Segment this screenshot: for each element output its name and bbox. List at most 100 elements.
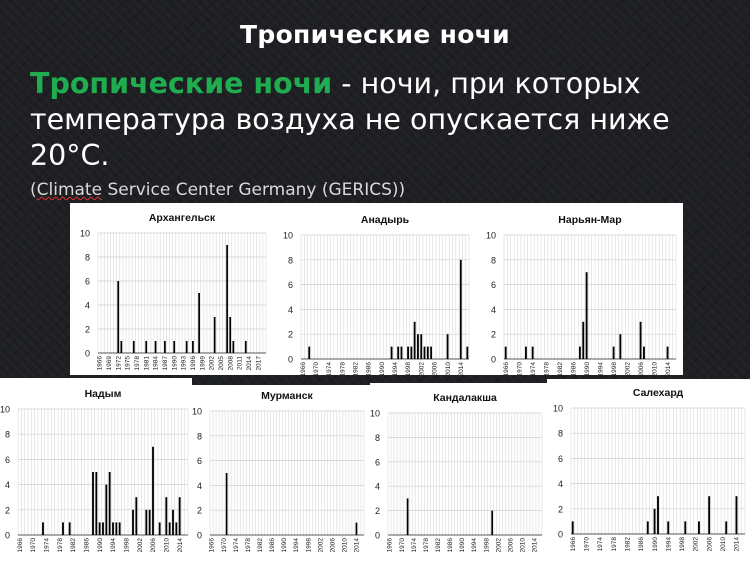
bar-1990	[98, 522, 101, 535]
x-tick-label: 2010	[651, 362, 658, 375]
x-tick-label: 1978	[423, 538, 430, 553]
slide-title: Тропические ночи	[240, 20, 510, 49]
x-tick-label: 1970	[30, 538, 37, 553]
y-tick-label: 6	[491, 280, 496, 290]
x-tick-label: 2006	[507, 538, 514, 553]
y-tick-label: 8	[197, 431, 202, 441]
definition-text: Тропические ночи - ночи, при которых тем…	[30, 66, 730, 174]
x-tick-label: 1986	[638, 537, 645, 552]
x-tick-label: 1998	[124, 538, 131, 553]
y-tick-label: 2	[491, 330, 496, 340]
x-tick-label: 1982	[435, 538, 442, 553]
bar-2014	[735, 496, 738, 534]
bar-1988	[646, 521, 649, 534]
x-tick-label: 1975	[125, 356, 132, 371]
x-tick-label: 1986	[269, 538, 276, 553]
y-tick-label: 0	[5, 531, 10, 541]
bar-1991	[102, 522, 104, 535]
y-tick-label: 10	[370, 409, 380, 419]
x-tick-label: 1966	[209, 538, 216, 553]
chart-svg: Анадырь 0 2 4 6 8 10 1966 1970 1974 1978 1982 1986 19…	[283, 214, 470, 375]
source-rest: Service Center Germany (GERICS))	[102, 180, 406, 200]
bar-2000	[491, 510, 494, 535]
x-tick-label: 1974	[44, 538, 51, 553]
y-tick-label: 8	[558, 429, 563, 439]
source-open-paren: (	[30, 180, 37, 200]
bar-1993	[390, 346, 393, 359]
chart-naryan-mar: Нарьян-Мар 0 2 4 6 8 10 1966 1970 1974 1978 1982 198…	[476, 203, 683, 375]
bar-1974	[531, 346, 534, 359]
bar-2003	[423, 346, 426, 359]
x-tick-label: 2002	[624, 362, 631, 375]
chart-title: Надым	[85, 388, 122, 400]
bar-1979	[62, 522, 64, 535]
y-tick-label: 4	[5, 480, 10, 490]
bar-2004	[145, 509, 148, 535]
x-tick-label: 2008	[227, 356, 234, 371]
bar-1998	[612, 346, 615, 359]
bar-2006	[639, 321, 642, 359]
bar-1988	[578, 346, 581, 359]
x-tick-label: 2002	[317, 538, 324, 553]
bar-2001	[135, 497, 138, 535]
x-tick-label: 1972	[115, 356, 122, 371]
x-tick-label: 1994	[665, 537, 672, 552]
x-tick-label: 2014	[458, 362, 465, 375]
x-tick-label: 2005	[218, 356, 225, 371]
x-tick-label: 2017	[255, 356, 262, 371]
y-tick-label: 6	[85, 277, 90, 287]
bar-2006	[708, 496, 711, 534]
bar-2001	[417, 334, 419, 359]
x-tick-label: 1982	[353, 362, 360, 375]
y-tick-label: 8	[288, 255, 293, 265]
y-tick-label: 8	[85, 253, 90, 263]
bar-2011	[168, 522, 171, 535]
bar-2000	[619, 334, 622, 359]
x-tick-label: 2006	[638, 362, 645, 375]
x-tick-label: 1981	[143, 356, 150, 371]
bar-1973	[42, 522, 44, 535]
bar-2014	[459, 259, 462, 359]
y-tick-label: 2	[85, 325, 90, 335]
x-tick-label: 2002	[418, 362, 425, 375]
y-tick-label: 6	[375, 457, 380, 467]
bar-2007	[226, 245, 228, 353]
chart-title: Салехард	[633, 387, 684, 399]
bar-1990	[173, 341, 176, 353]
bar-1994	[112, 522, 114, 535]
bar-1966	[571, 521, 574, 534]
x-tick-label: 1966	[570, 537, 577, 552]
chart-title: Архангельск	[149, 212, 216, 224]
x-tick-label: 2010	[720, 537, 727, 552]
y-tick-label: 2	[558, 504, 563, 514]
chart-svg: Мурманск 0 2 4 6 8 10 1966 1970 1974 1978 1982 1986 1…	[192, 390, 365, 553]
y-tick-label: 6	[558, 454, 563, 464]
x-tick-label: 2002	[137, 538, 144, 553]
y-tick-label: 2	[375, 506, 380, 516]
y-tick-label: 0	[375, 531, 380, 541]
y-tick-label: 0	[197, 531, 202, 541]
bar-1994	[185, 341, 188, 353]
x-tick-label: 1998	[405, 362, 412, 375]
bar-2008	[158, 522, 161, 535]
bar-2008	[229, 317, 232, 353]
x-tick-label: 2006	[150, 538, 157, 553]
x-tick-label: 1993	[181, 356, 188, 371]
y-tick-label: 10	[80, 229, 90, 239]
bar-1996	[118, 522, 121, 535]
x-tick-label: 1966	[300, 362, 307, 375]
x-tick-label: 2002	[209, 356, 216, 371]
x-tick-label: 1990	[171, 356, 178, 371]
bar-2005	[148, 509, 151, 535]
x-tick-label: 1966	[503, 362, 510, 375]
bar-1990	[585, 272, 588, 359]
bar-2000	[132, 509, 134, 535]
bar-2010	[446, 334, 449, 359]
x-tick-label: 2011	[237, 356, 244, 370]
bar-1991	[657, 496, 659, 534]
y-tick-label: 10	[0, 405, 10, 415]
y-tick-label: 0	[491, 355, 496, 365]
y-tick-label: 4	[375, 482, 380, 492]
y-tick-label: 2	[197, 506, 202, 516]
x-tick-label: 1986	[570, 362, 577, 375]
